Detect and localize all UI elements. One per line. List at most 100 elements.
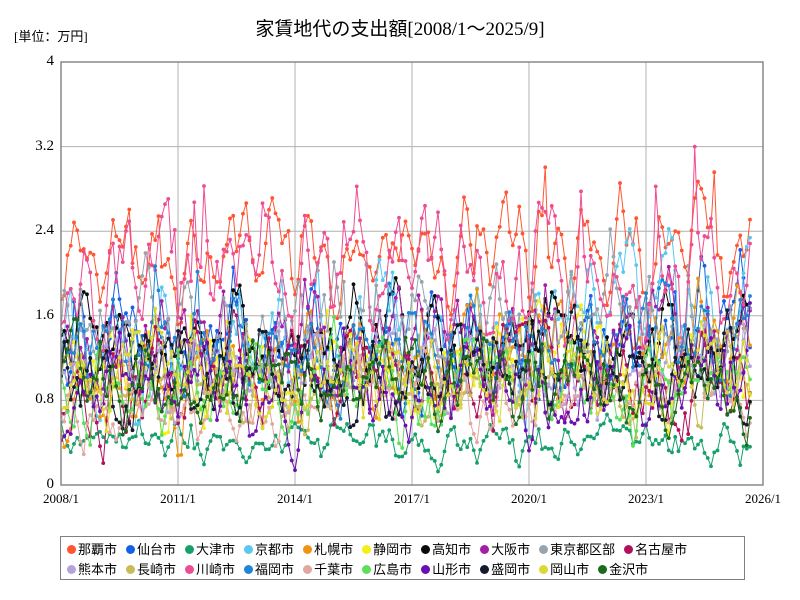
- series-marker: [605, 340, 609, 345]
- series-marker: [254, 342, 258, 346]
- series-marker: [484, 407, 489, 411]
- series-marker: [709, 346, 713, 351]
- series-marker: [517, 402, 522, 407]
- series-marker: [309, 404, 314, 409]
- series-marker: [543, 328, 548, 333]
- series-marker: [741, 415, 746, 420]
- series-marker: [608, 360, 613, 365]
- legend-item[interactable]: 名古屋市: [624, 543, 687, 556]
- series-marker: [211, 356, 216, 361]
- series-marker: [361, 368, 366, 372]
- series-marker: [676, 365, 681, 370]
- series-marker: [657, 441, 661, 446]
- series-marker: [566, 335, 570, 340]
- series-marker: [566, 430, 570, 435]
- legend-item[interactable]: 広島市: [362, 563, 412, 576]
- legend-label: 熊本市: [78, 561, 118, 577]
- series-marker: [195, 442, 200, 446]
- series-marker: [254, 272, 258, 277]
- series-marker: [91, 391, 96, 396]
- series-marker: [553, 392, 557, 397]
- legend: 那覇市 仙台市 大津市 京都市 札幌市 静岡市 高知市 大阪市 東京都区部 名古屋市 熊本市 長崎市…: [60, 536, 745, 580]
- series-marker: [673, 371, 678, 376]
- legend-item[interactable]: 福岡市: [244, 563, 294, 576]
- series-marker: [572, 386, 577, 390]
- series-marker: [449, 348, 453, 353]
- series-marker: [104, 343, 109, 348]
- series-marker: [387, 341, 392, 345]
- series-marker: [718, 394, 723, 399]
- series-marker: [127, 207, 132, 212]
- series-marker: [614, 264, 619, 269]
- legend-item[interactable]: 大阪市: [480, 543, 530, 556]
- series-marker: [536, 329, 541, 334]
- legend-item[interactable]: 札幌市: [303, 543, 353, 556]
- legend-item[interactable]: 千葉市: [303, 563, 353, 576]
- series-marker: [741, 339, 746, 344]
- legend-item[interactable]: 金沢市: [598, 563, 648, 576]
- series-marker: [468, 262, 473, 267]
- legend-item[interactable]: 熊本市: [67, 563, 117, 576]
- series-marker: [575, 304, 580, 309]
- series-marker: [432, 386, 437, 391]
- series-marker: [540, 342, 544, 347]
- series-marker: [491, 365, 496, 370]
- series-marker: [312, 441, 317, 446]
- legend-item[interactable]: 仙台市: [126, 543, 176, 556]
- series-marker: [400, 365, 405, 370]
- series-marker: [481, 227, 486, 232]
- series-marker: [608, 290, 613, 295]
- series-marker: [494, 340, 499, 345]
- series-marker: [94, 325, 99, 330]
- series-marker: [260, 344, 265, 349]
- series-marker: [293, 292, 297, 297]
- series-marker: [705, 346, 710, 350]
- series-marker: [588, 302, 593, 307]
- legend-item[interactable]: 盛岡市: [480, 563, 530, 576]
- series-marker: [159, 285, 164, 290]
- legend-label: 盛岡市: [491, 561, 531, 577]
- series-marker: [299, 421, 304, 426]
- legend-item[interactable]: 山形市: [421, 563, 471, 576]
- series-marker: [637, 440, 642, 445]
- series-marker: [712, 386, 717, 391]
- legend-item[interactable]: 静岡市: [362, 543, 412, 556]
- series-marker: [257, 377, 262, 381]
- y-tick-label: 0: [46, 476, 55, 492]
- series-marker: [439, 314, 444, 319]
- series-marker: [673, 264, 678, 269]
- series-marker: [699, 257, 704, 261]
- series-marker: [354, 239, 359, 244]
- series-marker: [676, 379, 681, 384]
- legend-item[interactable]: 岡山市: [539, 563, 589, 576]
- series-marker: [140, 333, 145, 338]
- legend-item[interactable]: 長崎市: [126, 563, 176, 576]
- series-marker: [166, 395, 171, 399]
- series-marker: [644, 423, 648, 428]
- legend-item[interactable]: 川崎市: [185, 563, 235, 576]
- series-marker: [185, 392, 190, 397]
- series-marker: [143, 441, 148, 446]
- legend-item[interactable]: 高知市: [421, 543, 471, 556]
- legend-item[interactable]: 那覇市: [67, 543, 117, 556]
- series-marker: [185, 241, 190, 246]
- series-marker: [679, 391, 684, 396]
- series-marker: [312, 345, 317, 350]
- series-marker: [728, 399, 733, 403]
- series-marker: [748, 399, 752, 404]
- series-marker: [455, 349, 460, 354]
- series-marker: [426, 396, 431, 401]
- series-marker: [338, 416, 343, 421]
- series-marker: [413, 338, 418, 342]
- legend-item[interactable]: 大津市: [185, 543, 235, 556]
- legend-item[interactable]: 東京都区部: [539, 543, 615, 556]
- legend-item[interactable]: 京都市: [244, 543, 294, 556]
- series-marker: [153, 306, 158, 311]
- series-marker: [72, 351, 76, 355]
- series-marker: [75, 419, 80, 424]
- series-marker: [640, 290, 645, 295]
- series-marker: [228, 237, 232, 242]
- series-marker: [462, 439, 466, 444]
- series-marker: [384, 390, 388, 395]
